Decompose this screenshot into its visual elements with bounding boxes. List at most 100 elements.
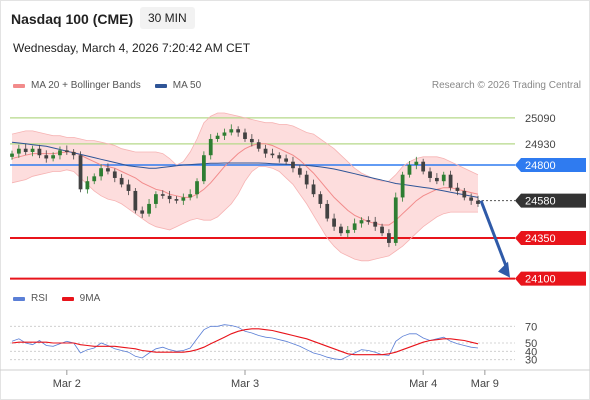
candle-body bbox=[332, 218, 336, 227]
candle-body bbox=[188, 194, 193, 198]
chart-datetime: Wednesday, March 4, 2026 7:20:42 AM CET bbox=[13, 41, 251, 55]
candle-body bbox=[58, 150, 62, 156]
instrument-title: Nasdaq 100 (CME) bbox=[11, 11, 134, 27]
ma50-legend-label: MA 50 bbox=[172, 80, 202, 91]
candle-body bbox=[99, 168, 103, 177]
rsi-tick-label-40: 40 bbox=[525, 346, 537, 358]
candle-body bbox=[215, 135, 220, 139]
candle-body bbox=[64, 150, 69, 152]
candle-body bbox=[222, 132, 227, 136]
candle-body bbox=[373, 221, 378, 227]
level-tag-label-24350: 24350 bbox=[525, 233, 556, 245]
ma20-legend-label: MA 20 + Bollinger Bands bbox=[31, 80, 141, 91]
candle-body bbox=[448, 174, 453, 188]
level-tag-label-24100: 24100 bbox=[525, 274, 556, 286]
x-tick-label-Mar 3: Mar 3 bbox=[231, 378, 259, 390]
candle-body bbox=[325, 203, 330, 219]
forecast-arrow-shaft bbox=[479, 200, 509, 270]
level-tag-label-24580: 24580 bbox=[525, 196, 556, 208]
candle-body bbox=[133, 190, 138, 211]
candle-body bbox=[71, 151, 76, 156]
candle-body bbox=[284, 158, 289, 162]
candle-body bbox=[421, 161, 426, 172]
candle-body bbox=[147, 203, 151, 214]
rsi-legend-label: RSI bbox=[31, 293, 48, 304]
candle-body bbox=[339, 226, 343, 234]
candle-body bbox=[236, 129, 241, 133]
candle-body bbox=[167, 195, 172, 200]
rsi-tick-label-50: 50 bbox=[525, 338, 537, 350]
candle-body bbox=[160, 194, 165, 196]
candle-body bbox=[469, 197, 474, 201]
level-tag-24100 bbox=[515, 271, 586, 286]
candle-body bbox=[359, 220, 364, 224]
candle-body bbox=[455, 187, 460, 191]
candle-body bbox=[78, 155, 83, 190]
candle-body bbox=[428, 171, 432, 178]
candle-body bbox=[85, 181, 90, 190]
candle-body bbox=[263, 148, 268, 154]
candle-body bbox=[441, 174, 446, 182]
level-tag-label-24800: 24800 bbox=[525, 160, 556, 172]
candle-body bbox=[10, 153, 14, 157]
candle-body bbox=[387, 233, 391, 243]
x-tick-label-Mar 2: Mar 2 bbox=[53, 378, 81, 390]
timeframe-button[interactable]: 30 MIN bbox=[140, 7, 195, 29]
ma50-legend-swatch bbox=[154, 83, 167, 88]
candle-body bbox=[393, 197, 398, 243]
candle-body bbox=[37, 148, 42, 156]
candle-body bbox=[106, 168, 110, 172]
rsi-tick-label-30: 30 bbox=[525, 355, 537, 367]
candle-body bbox=[16, 148, 21, 154]
x-tick-label-Mar 4: Mar 4 bbox=[409, 378, 437, 390]
ma20-legend-swatch bbox=[13, 83, 25, 88]
candle-body bbox=[270, 153, 275, 156]
forecast-arrow-head bbox=[498, 261, 510, 278]
ma20-line bbox=[11, 143, 479, 226]
candle-body bbox=[30, 148, 35, 152]
candle-body bbox=[462, 190, 467, 198]
candle-body bbox=[243, 132, 247, 139]
candle-body bbox=[400, 174, 405, 198]
ma50-line bbox=[11, 141, 479, 198]
rsi-ma9-legend-label: 9MA bbox=[79, 293, 101, 304]
rsi-ma9-line bbox=[11, 328, 479, 356]
copyright-text: Research © 2026 Trading Central bbox=[431, 80, 581, 91]
candle-body bbox=[291, 161, 295, 169]
rsi-line bbox=[11, 324, 479, 361]
candle-body bbox=[366, 220, 371, 222]
level-tag-24350 bbox=[515, 231, 586, 246]
candle-body bbox=[201, 155, 206, 182]
candle-body bbox=[256, 142, 261, 149]
candle-body bbox=[126, 184, 131, 191]
candle-body bbox=[119, 177, 124, 185]
candle-body bbox=[154, 194, 158, 204]
rsi-ma9-legend-swatch bbox=[61, 296, 74, 301]
level-tag-24580 bbox=[515, 193, 586, 208]
candle-body bbox=[304, 174, 309, 185]
candle-body bbox=[297, 168, 302, 175]
candle-body bbox=[380, 226, 384, 234]
candle-body bbox=[352, 223, 357, 230]
level-tag-24800 bbox=[515, 157, 586, 172]
candle-body bbox=[195, 181, 199, 195]
rsi-legend: RSI 9MA bbox=[13, 293, 100, 304]
candle-body bbox=[181, 197, 186, 201]
candle-body bbox=[345, 229, 350, 234]
candle-body bbox=[112, 171, 117, 178]
candle-body bbox=[434, 177, 439, 182]
candle-body bbox=[229, 129, 234, 133]
candle-body bbox=[174, 199, 179, 201]
level-label-24930: 24930 bbox=[525, 139, 556, 151]
bollinger-lower-line bbox=[11, 166, 478, 262]
candle-body bbox=[318, 194, 323, 204]
candle-body bbox=[208, 138, 213, 156]
main-legend: MA 20 + Bollinger Bands MA 50 bbox=[13, 80, 201, 91]
candle-body bbox=[92, 176, 97, 182]
candle-body bbox=[414, 161, 419, 165]
candle-body bbox=[23, 148, 28, 152]
candle-body bbox=[44, 155, 49, 159]
candle-body bbox=[249, 138, 254, 143]
candle-body bbox=[311, 184, 316, 195]
